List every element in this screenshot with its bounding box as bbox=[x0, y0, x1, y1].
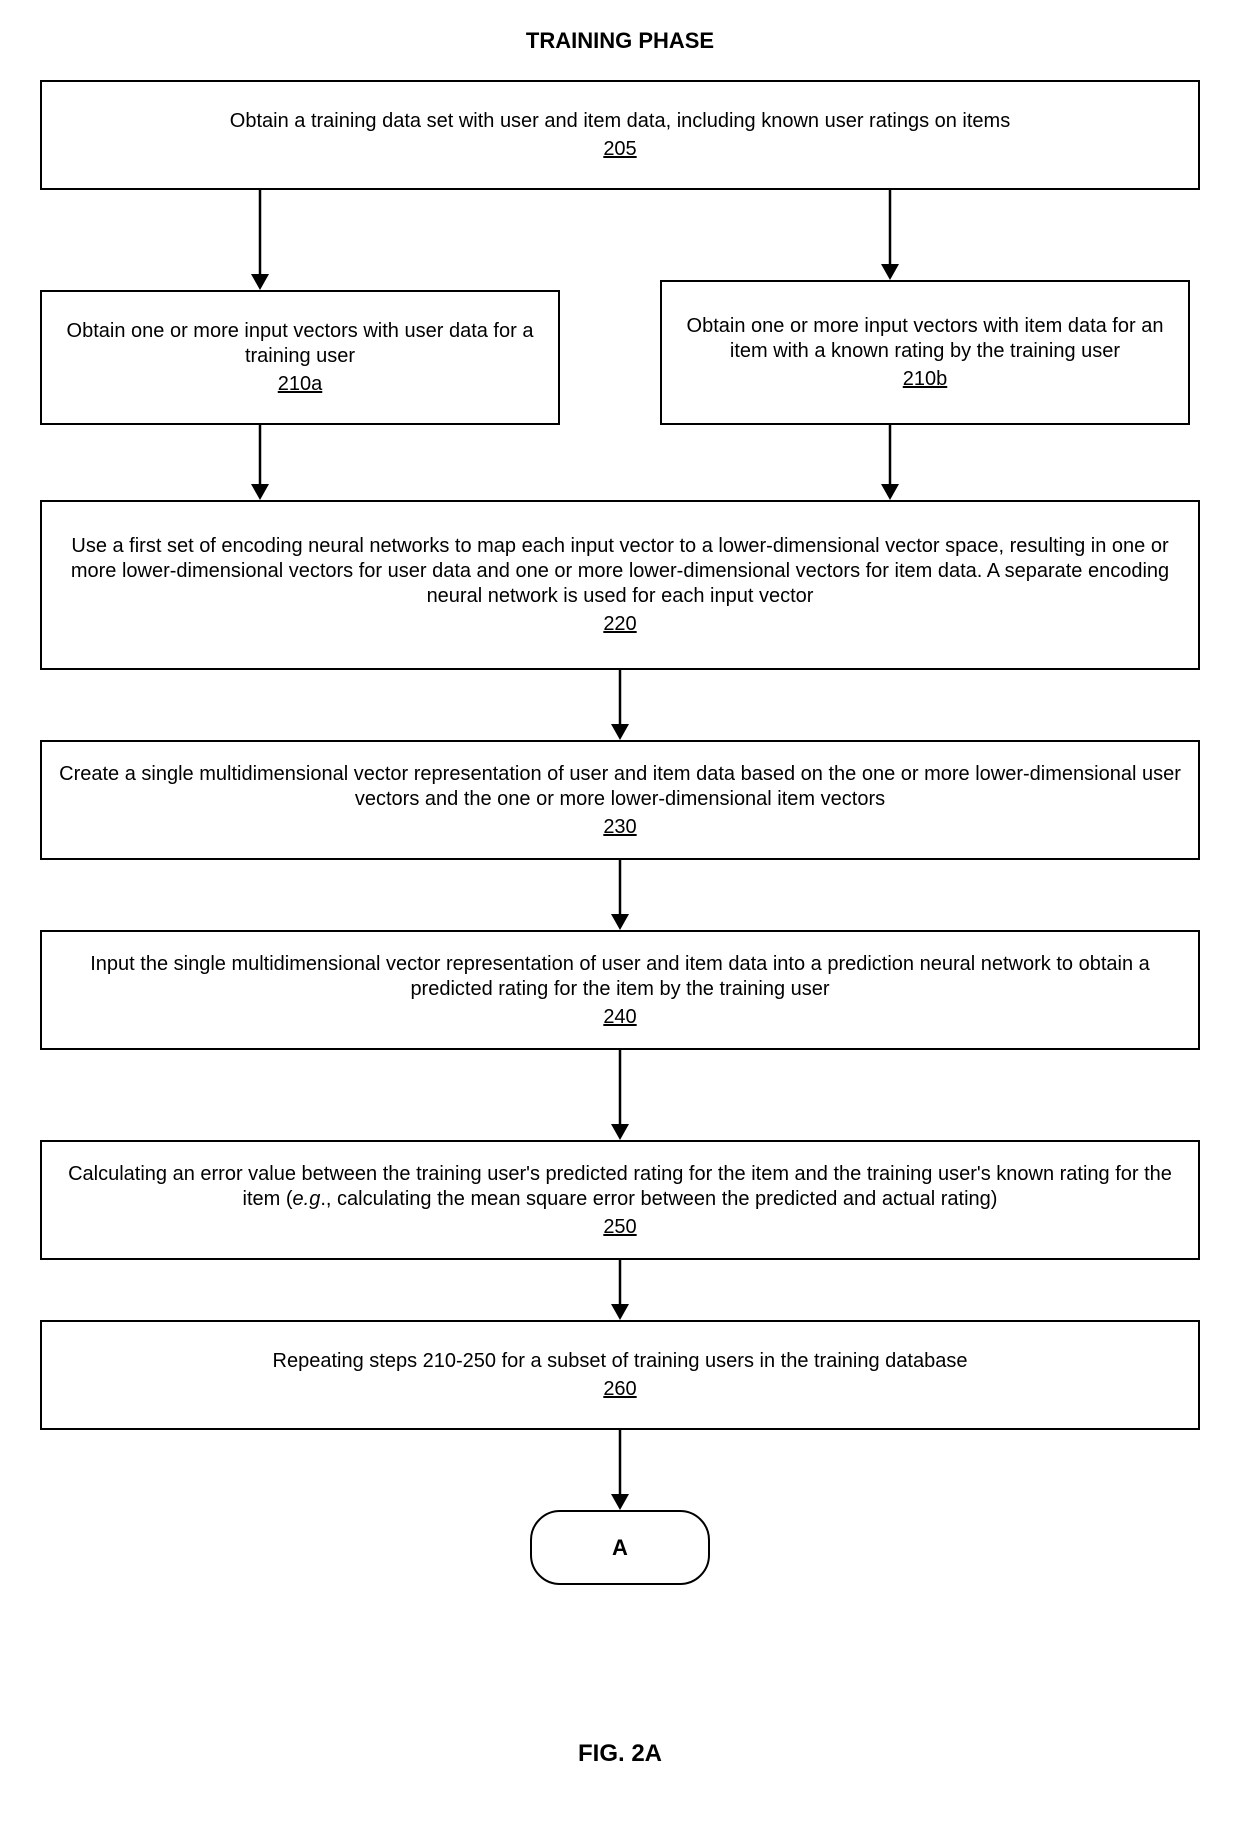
step-210b: Obtain one or more input vectors with it… bbox=[660, 280, 1190, 425]
step-250: Calculating an error value between the t… bbox=[40, 1140, 1200, 1260]
step-230-ref: 230 bbox=[603, 816, 636, 839]
step-240: Input the single multidimensional vector… bbox=[40, 930, 1200, 1050]
step-240-ref: 240 bbox=[603, 1006, 636, 1029]
step-205: Obtain a training data set with user and… bbox=[40, 80, 1200, 190]
step-205-ref: 205 bbox=[603, 138, 636, 161]
step-210a-text: Obtain one or more input vectors with us… bbox=[58, 319, 542, 369]
step-210b-ref: 210b bbox=[903, 368, 948, 391]
step-260-text: Repeating steps 210-250 for a subset of … bbox=[273, 1349, 968, 1374]
step-250-ref: 250 bbox=[603, 1216, 636, 1239]
step-220-ref: 220 bbox=[603, 613, 636, 636]
step-230: Create a single multidimensional vector … bbox=[40, 740, 1200, 860]
flowchart-canvas: TRAINING PHASE Obtain a training data se… bbox=[0, 0, 1240, 1835]
step-210b-text: Obtain one or more input vectors with it… bbox=[678, 314, 1172, 364]
step-210a: Obtain one or more input vectors with us… bbox=[40, 290, 560, 425]
step-205-text: Obtain a training data set with user and… bbox=[230, 109, 1010, 134]
step-230-text: Create a single multidimensional vector … bbox=[58, 762, 1182, 812]
figure-label: FIG. 2A bbox=[520, 1740, 720, 1768]
step-220-text: Use a first set of encoding neural netwo… bbox=[58, 534, 1182, 609]
diagram-title: TRAINING PHASE bbox=[420, 28, 820, 54]
step-220: Use a first set of encoding neural netwo… bbox=[40, 500, 1200, 670]
off-page-connector-a-label: A bbox=[612, 1535, 628, 1561]
step-250-text: Calculating an error value between the t… bbox=[58, 1162, 1182, 1212]
step-240-text: Input the single multidimensional vector… bbox=[58, 952, 1182, 1002]
step-260-ref: 260 bbox=[603, 1378, 636, 1401]
step-210a-ref: 210a bbox=[278, 373, 323, 396]
step-260: Repeating steps 210-250 for a subset of … bbox=[40, 1320, 1200, 1430]
off-page-connector-a: A bbox=[530, 1510, 710, 1585]
